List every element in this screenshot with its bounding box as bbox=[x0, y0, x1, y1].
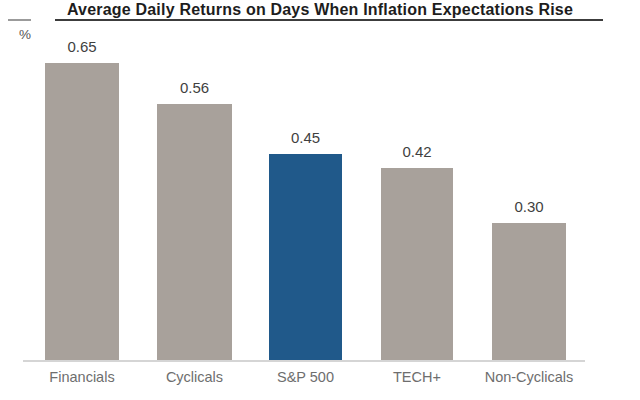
category-label-non-cyclicals: Non-Cyclicals bbox=[467, 368, 591, 386]
bar-s-p-500 bbox=[269, 154, 342, 360]
bar-financials bbox=[45, 63, 119, 360]
title-underline bbox=[55, 19, 603, 21]
bar-chart: Average Daily Returns on Days When Infla… bbox=[0, 0, 640, 400]
bar-tech bbox=[381, 168, 453, 360]
category-label-s-p-500: S&P 500 bbox=[244, 368, 367, 386]
bar-cyclicals bbox=[157, 104, 232, 360]
value-label-cyclicals: 0.56 bbox=[157, 78, 232, 98]
category-label-cyclicals: Cyclicals bbox=[132, 368, 257, 386]
category-label-tech: TECH+ bbox=[356, 368, 478, 386]
category-label-financials: Financials bbox=[20, 368, 144, 386]
value-label-financials: 0.65 bbox=[45, 37, 119, 57]
value-label-s-p-500: 0.45 bbox=[269, 128, 342, 148]
y-axis-unit-label: % bbox=[19, 27, 31, 42]
value-label-non-cyclicals: 0.30 bbox=[492, 197, 566, 217]
bar-non-cyclicals bbox=[492, 223, 566, 360]
value-label-tech: 0.42 bbox=[381, 142, 453, 162]
chart-title: Average Daily Returns on Days When Infla… bbox=[0, 1, 640, 19]
left-tick-line bbox=[8, 19, 31, 21]
x-axis-line bbox=[23, 360, 585, 362]
